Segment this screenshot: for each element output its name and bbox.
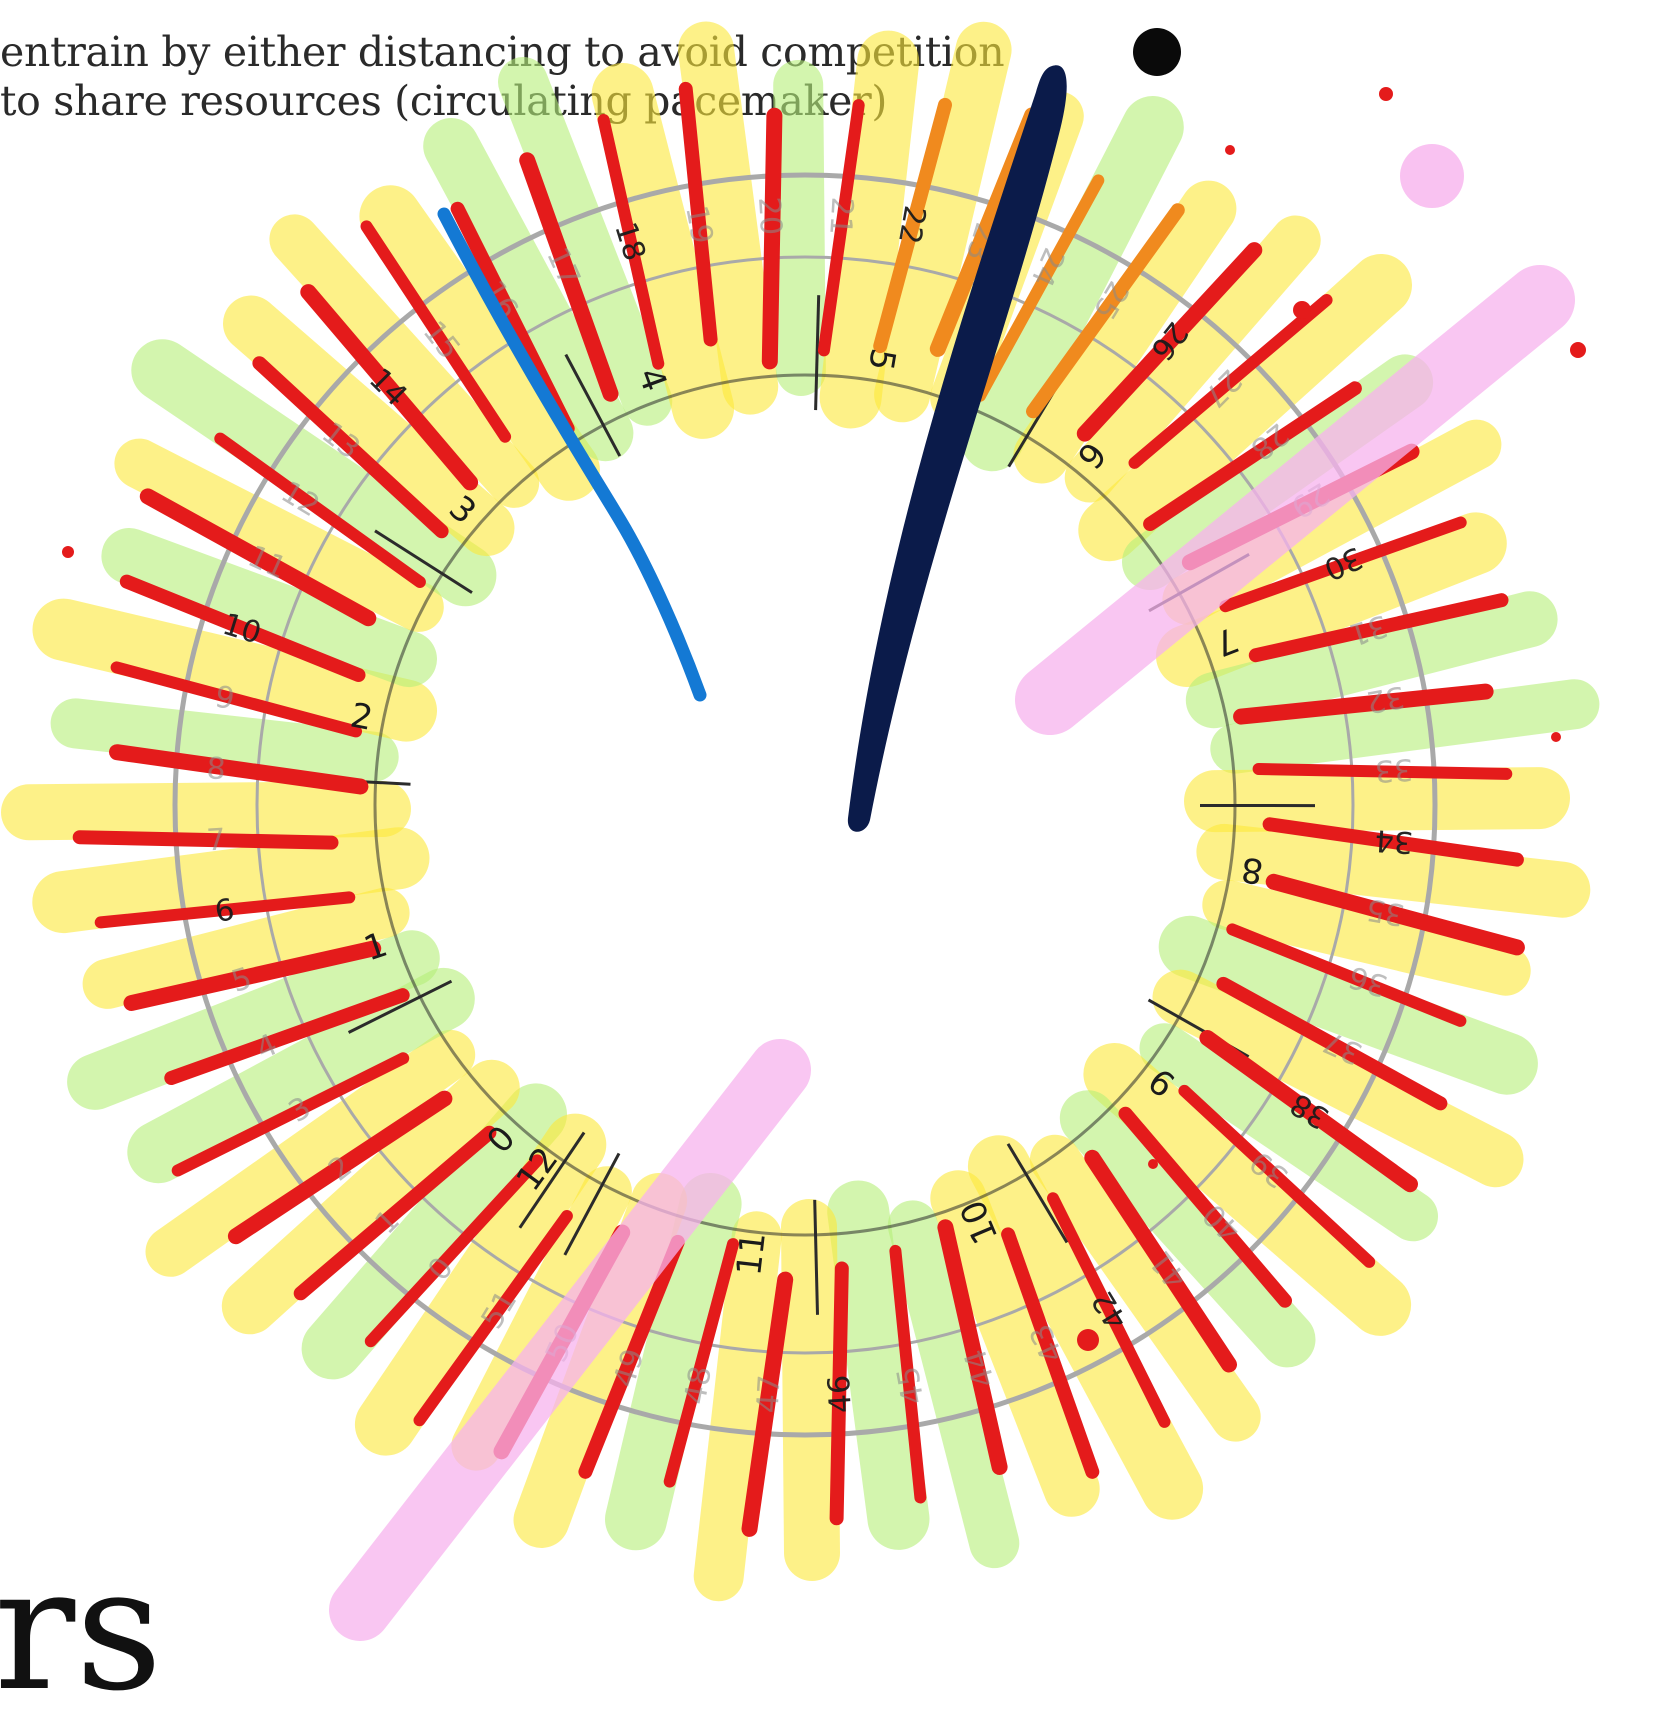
week-label: 32 <box>1363 678 1407 719</box>
week-label: 7 <box>205 822 226 858</box>
yellow-highlight-swath <box>1215 798 1539 801</box>
red-speck <box>1551 732 1561 742</box>
black-dot <box>1133 28 1181 76</box>
green-highlight-swath <box>798 85 801 371</box>
red-speck <box>1148 1159 1158 1169</box>
red-speck <box>1570 342 1586 358</box>
week-label: 46 <box>822 1374 859 1414</box>
yellow-highlight-swath <box>809 1227 812 1553</box>
red-speck <box>1293 301 1311 319</box>
month-label: 11 <box>729 1230 774 1278</box>
corner-heading-fragment: rs <box>0 1545 163 1715</box>
week-label: 47 <box>751 1374 788 1414</box>
yellow-highlight-swath <box>29 809 383 812</box>
marker-highlights <box>29 50 1574 1577</box>
red-speck <box>1379 87 1393 101</box>
red-speck <box>62 546 74 558</box>
week-label: 34 <box>1374 822 1414 859</box>
red-pen-stroke <box>770 116 775 362</box>
week-label: 35 <box>1363 891 1407 932</box>
week-label: 22 <box>891 203 932 247</box>
red-speck <box>1225 145 1235 155</box>
week-label: 20 <box>751 196 788 236</box>
week-label: 19 <box>678 203 719 247</box>
week-label: 45 <box>890 1363 931 1407</box>
red-speck <box>1077 1329 1099 1351</box>
pink-highlight-dot <box>1400 144 1464 208</box>
week-label: 8 <box>205 751 226 787</box>
week-label: 48 <box>678 1363 719 1407</box>
week-label: 21 <box>822 196 859 236</box>
annotated-ring-diagram: entrain by either distancing to avoid co… <box>0 0 1660 1660</box>
week-label: 33 <box>1374 751 1414 788</box>
